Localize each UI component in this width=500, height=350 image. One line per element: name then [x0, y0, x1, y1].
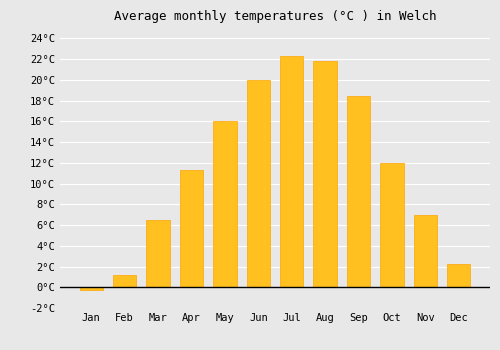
Bar: [146, 220, 170, 287]
Bar: [280, 56, 303, 287]
Bar: [347, 97, 370, 287]
Bar: [380, 163, 404, 287]
Bar: [113, 275, 136, 287]
Title: Average monthly temperatures (°C ) in Welch: Average monthly temperatures (°C ) in We…: [114, 10, 436, 23]
Bar: [80, 287, 103, 290]
Bar: [314, 61, 337, 287]
Bar: [180, 170, 203, 287]
Bar: [447, 265, 470, 287]
Bar: [246, 80, 270, 287]
Bar: [414, 215, 437, 287]
Bar: [213, 121, 236, 287]
